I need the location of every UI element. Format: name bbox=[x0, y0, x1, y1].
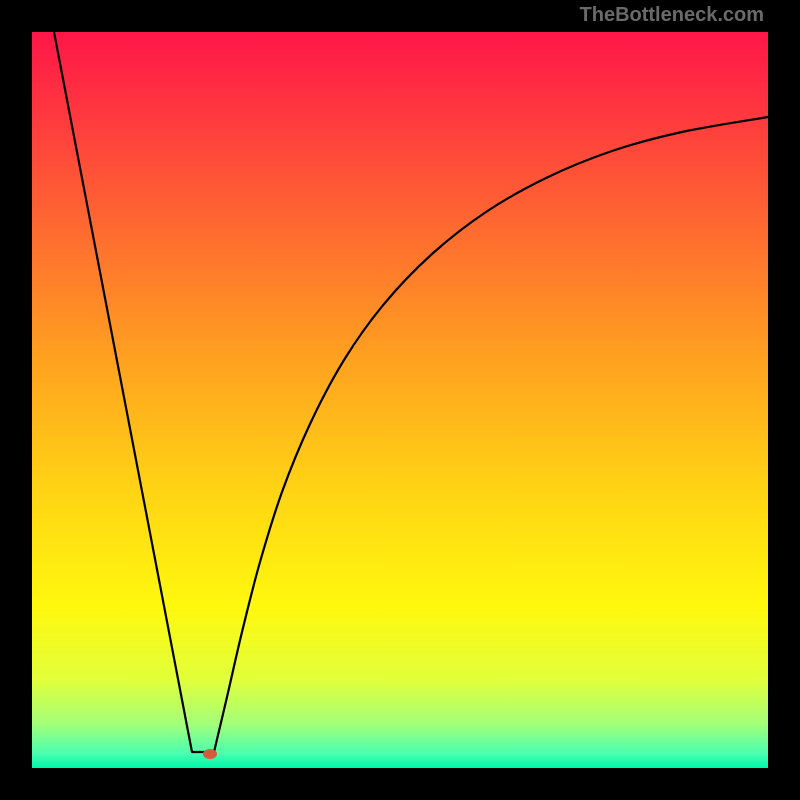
plot-area bbox=[32, 32, 768, 768]
optimal-point-marker bbox=[203, 749, 217, 759]
watermark-text: TheBottleneck.com bbox=[580, 4, 764, 27]
curve-layer bbox=[32, 32, 768, 768]
bottleneck-curve bbox=[54, 32, 768, 752]
chart-container: TheBottleneck.com bbox=[0, 0, 800, 800]
